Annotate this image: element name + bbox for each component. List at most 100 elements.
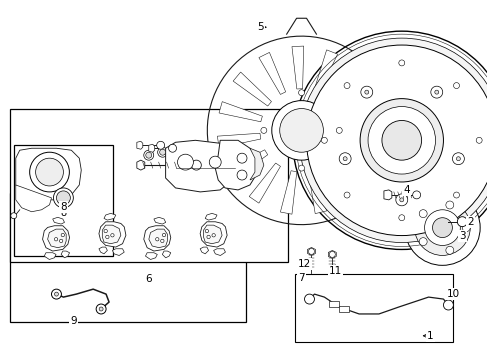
Circle shape (445, 201, 453, 209)
Circle shape (162, 233, 165, 237)
Circle shape (398, 60, 404, 66)
Circle shape (211, 234, 215, 237)
Text: 1: 1 (427, 331, 433, 341)
Polygon shape (327, 251, 336, 258)
Polygon shape (328, 67, 365, 103)
Polygon shape (249, 163, 280, 203)
Circle shape (36, 158, 63, 186)
Polygon shape (217, 133, 260, 148)
Polygon shape (99, 247, 107, 254)
Circle shape (430, 86, 442, 98)
Circle shape (54, 292, 59, 296)
Circle shape (475, 137, 481, 143)
Polygon shape (112, 249, 124, 256)
Polygon shape (143, 226, 170, 251)
Circle shape (168, 144, 176, 152)
Polygon shape (137, 141, 142, 149)
Text: 3: 3 (458, 230, 465, 240)
Circle shape (105, 235, 109, 239)
Text: 10: 10 (446, 289, 459, 299)
Circle shape (99, 307, 103, 311)
Circle shape (53, 188, 73, 208)
Text: 8: 8 (60, 208, 66, 218)
Circle shape (110, 234, 114, 237)
Polygon shape (336, 148, 377, 176)
Polygon shape (213, 249, 225, 256)
Polygon shape (258, 53, 285, 94)
Circle shape (157, 147, 167, 157)
Polygon shape (200, 222, 226, 247)
Polygon shape (383, 190, 391, 200)
Text: 5: 5 (257, 22, 264, 32)
Circle shape (143, 150, 153, 160)
Text: 6: 6 (145, 274, 152, 284)
Polygon shape (165, 140, 238, 192)
Polygon shape (233, 72, 271, 106)
Text: 9: 9 (70, 316, 77, 326)
Polygon shape (16, 185, 51, 212)
Circle shape (418, 238, 427, 246)
Circle shape (206, 235, 210, 239)
Circle shape (160, 149, 165, 155)
Polygon shape (53, 217, 64, 224)
Circle shape (455, 157, 459, 161)
Polygon shape (307, 170, 326, 213)
Polygon shape (280, 171, 296, 214)
Circle shape (299, 38, 488, 243)
Polygon shape (313, 50, 337, 93)
Circle shape (321, 137, 326, 143)
Polygon shape (200, 247, 208, 254)
Circle shape (359, 99, 443, 182)
Circle shape (191, 160, 201, 170)
Bar (10, 109, 287, 262)
Circle shape (336, 127, 342, 133)
Circle shape (344, 192, 349, 198)
Circle shape (237, 153, 246, 163)
Polygon shape (44, 253, 56, 260)
Circle shape (461, 224, 469, 231)
Circle shape (155, 238, 159, 241)
Polygon shape (148, 229, 167, 248)
Circle shape (443, 300, 452, 310)
Polygon shape (215, 140, 257, 190)
Circle shape (344, 82, 349, 89)
Polygon shape (102, 225, 121, 244)
Circle shape (398, 215, 404, 221)
Circle shape (451, 153, 464, 165)
Circle shape (54, 238, 58, 241)
Polygon shape (137, 160, 144, 170)
Circle shape (399, 198, 403, 202)
Polygon shape (291, 46, 303, 89)
Circle shape (237, 170, 246, 180)
Polygon shape (205, 213, 217, 220)
Polygon shape (328, 301, 339, 307)
Circle shape (61, 233, 64, 237)
Circle shape (304, 294, 314, 304)
Polygon shape (16, 148, 81, 200)
Polygon shape (249, 148, 264, 180)
Bar (14, 145, 113, 256)
Polygon shape (339, 306, 348, 312)
Circle shape (452, 192, 459, 198)
Circle shape (367, 107, 435, 174)
Polygon shape (226, 150, 267, 180)
Text: 11: 11 (328, 266, 341, 276)
Circle shape (156, 141, 164, 149)
Circle shape (30, 152, 69, 192)
Polygon shape (61, 251, 69, 258)
Circle shape (339, 153, 350, 165)
Circle shape (381, 121, 421, 160)
Polygon shape (162, 251, 170, 258)
Circle shape (364, 90, 368, 94)
Circle shape (11, 213, 17, 219)
Circle shape (404, 190, 479, 265)
Circle shape (395, 194, 407, 206)
Polygon shape (148, 144, 154, 152)
Circle shape (432, 218, 451, 238)
Text: 8: 8 (60, 202, 66, 212)
Polygon shape (99, 222, 126, 247)
Text: 4: 4 (403, 185, 409, 195)
Circle shape (308, 248, 314, 255)
Circle shape (434, 90, 438, 94)
Circle shape (60, 239, 62, 243)
